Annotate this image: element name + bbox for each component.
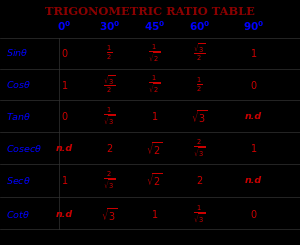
- Text: $2$: $2$: [106, 142, 113, 154]
- Text: $Cosec \theta$: $Cosec \theta$: [6, 143, 42, 154]
- Text: $2$: $2$: [196, 174, 203, 186]
- Text: $\frac{1}{\sqrt{2}}$: $\frac{1}{\sqrt{2}}$: [148, 74, 160, 96]
- Text: 60$^{\mathbf{0}}$: 60$^{\mathbf{0}}$: [189, 19, 210, 33]
- Text: TRIGONOMETRIC RATIO TABLE: TRIGONOMETRIC RATIO TABLE: [45, 6, 255, 17]
- Text: $1$: $1$: [250, 142, 257, 154]
- Text: $\sqrt{3}$: $\sqrt{3}$: [101, 206, 118, 223]
- Text: $\frac{1}{\sqrt{3}}$: $\frac{1}{\sqrt{3}}$: [103, 105, 116, 127]
- Text: n.d: n.d: [245, 112, 262, 121]
- Text: 45$^{\mathbf{0}}$: 45$^{\mathbf{0}}$: [144, 19, 165, 33]
- Text: $\frac{1}{2}$: $\frac{1}{2}$: [106, 44, 113, 62]
- Text: 30$^{\mathbf{0}}$: 30$^{\mathbf{0}}$: [99, 19, 120, 33]
- Text: $\sqrt{2}$: $\sqrt{2}$: [146, 172, 163, 188]
- Text: $1$: $1$: [151, 208, 158, 220]
- Text: $Sin \theta$: $Sin \theta$: [6, 47, 28, 58]
- Text: $0$: $0$: [250, 208, 257, 220]
- Text: $\sqrt{3}$: $\sqrt{3}$: [191, 108, 208, 125]
- Text: $\frac{1}{\sqrt{3}}$: $\frac{1}{\sqrt{3}}$: [194, 203, 206, 225]
- Text: $\frac{2}{\sqrt{3}}$: $\frac{2}{\sqrt{3}}$: [194, 137, 206, 159]
- Text: $\frac{1}{2}$: $\frac{1}{2}$: [196, 75, 203, 94]
- Text: $\frac{1}{\sqrt{2}}$: $\frac{1}{\sqrt{2}}$: [148, 42, 160, 64]
- Text: $\frac{\sqrt{3}}{2}$: $\frac{\sqrt{3}}{2}$: [194, 42, 206, 63]
- Text: $0$: $0$: [61, 47, 68, 59]
- Text: $\sqrt{2}$: $\sqrt{2}$: [146, 140, 163, 157]
- Text: 90$^{\mathbf{0}}$: 90$^{\mathbf{0}}$: [243, 19, 264, 33]
- Text: $0$: $0$: [250, 79, 257, 90]
- Text: $\frac{2}{\sqrt{3}}$: $\frac{2}{\sqrt{3}}$: [103, 169, 116, 191]
- Text: $\frac{\sqrt{3}}{2}$: $\frac{\sqrt{3}}{2}$: [103, 74, 116, 95]
- Text: $1$: $1$: [61, 174, 68, 186]
- Text: $Cos \theta$: $Cos \theta$: [6, 79, 31, 90]
- Text: n.d: n.d: [245, 176, 262, 184]
- Text: $Cot \theta$: $Cot \theta$: [6, 209, 30, 220]
- Text: $0$: $0$: [61, 110, 68, 122]
- Text: 0$^{\mathbf{0}}$: 0$^{\mathbf{0}}$: [58, 19, 71, 33]
- Text: $1$: $1$: [151, 110, 158, 122]
- Text: $Tan \theta$: $Tan \theta$: [6, 111, 31, 122]
- Text: n.d: n.d: [56, 144, 73, 153]
- Text: n.d: n.d: [56, 210, 73, 219]
- Text: $Sec \theta$: $Sec \theta$: [6, 175, 31, 185]
- Text: $1$: $1$: [250, 47, 257, 59]
- Text: $1$: $1$: [61, 79, 68, 90]
